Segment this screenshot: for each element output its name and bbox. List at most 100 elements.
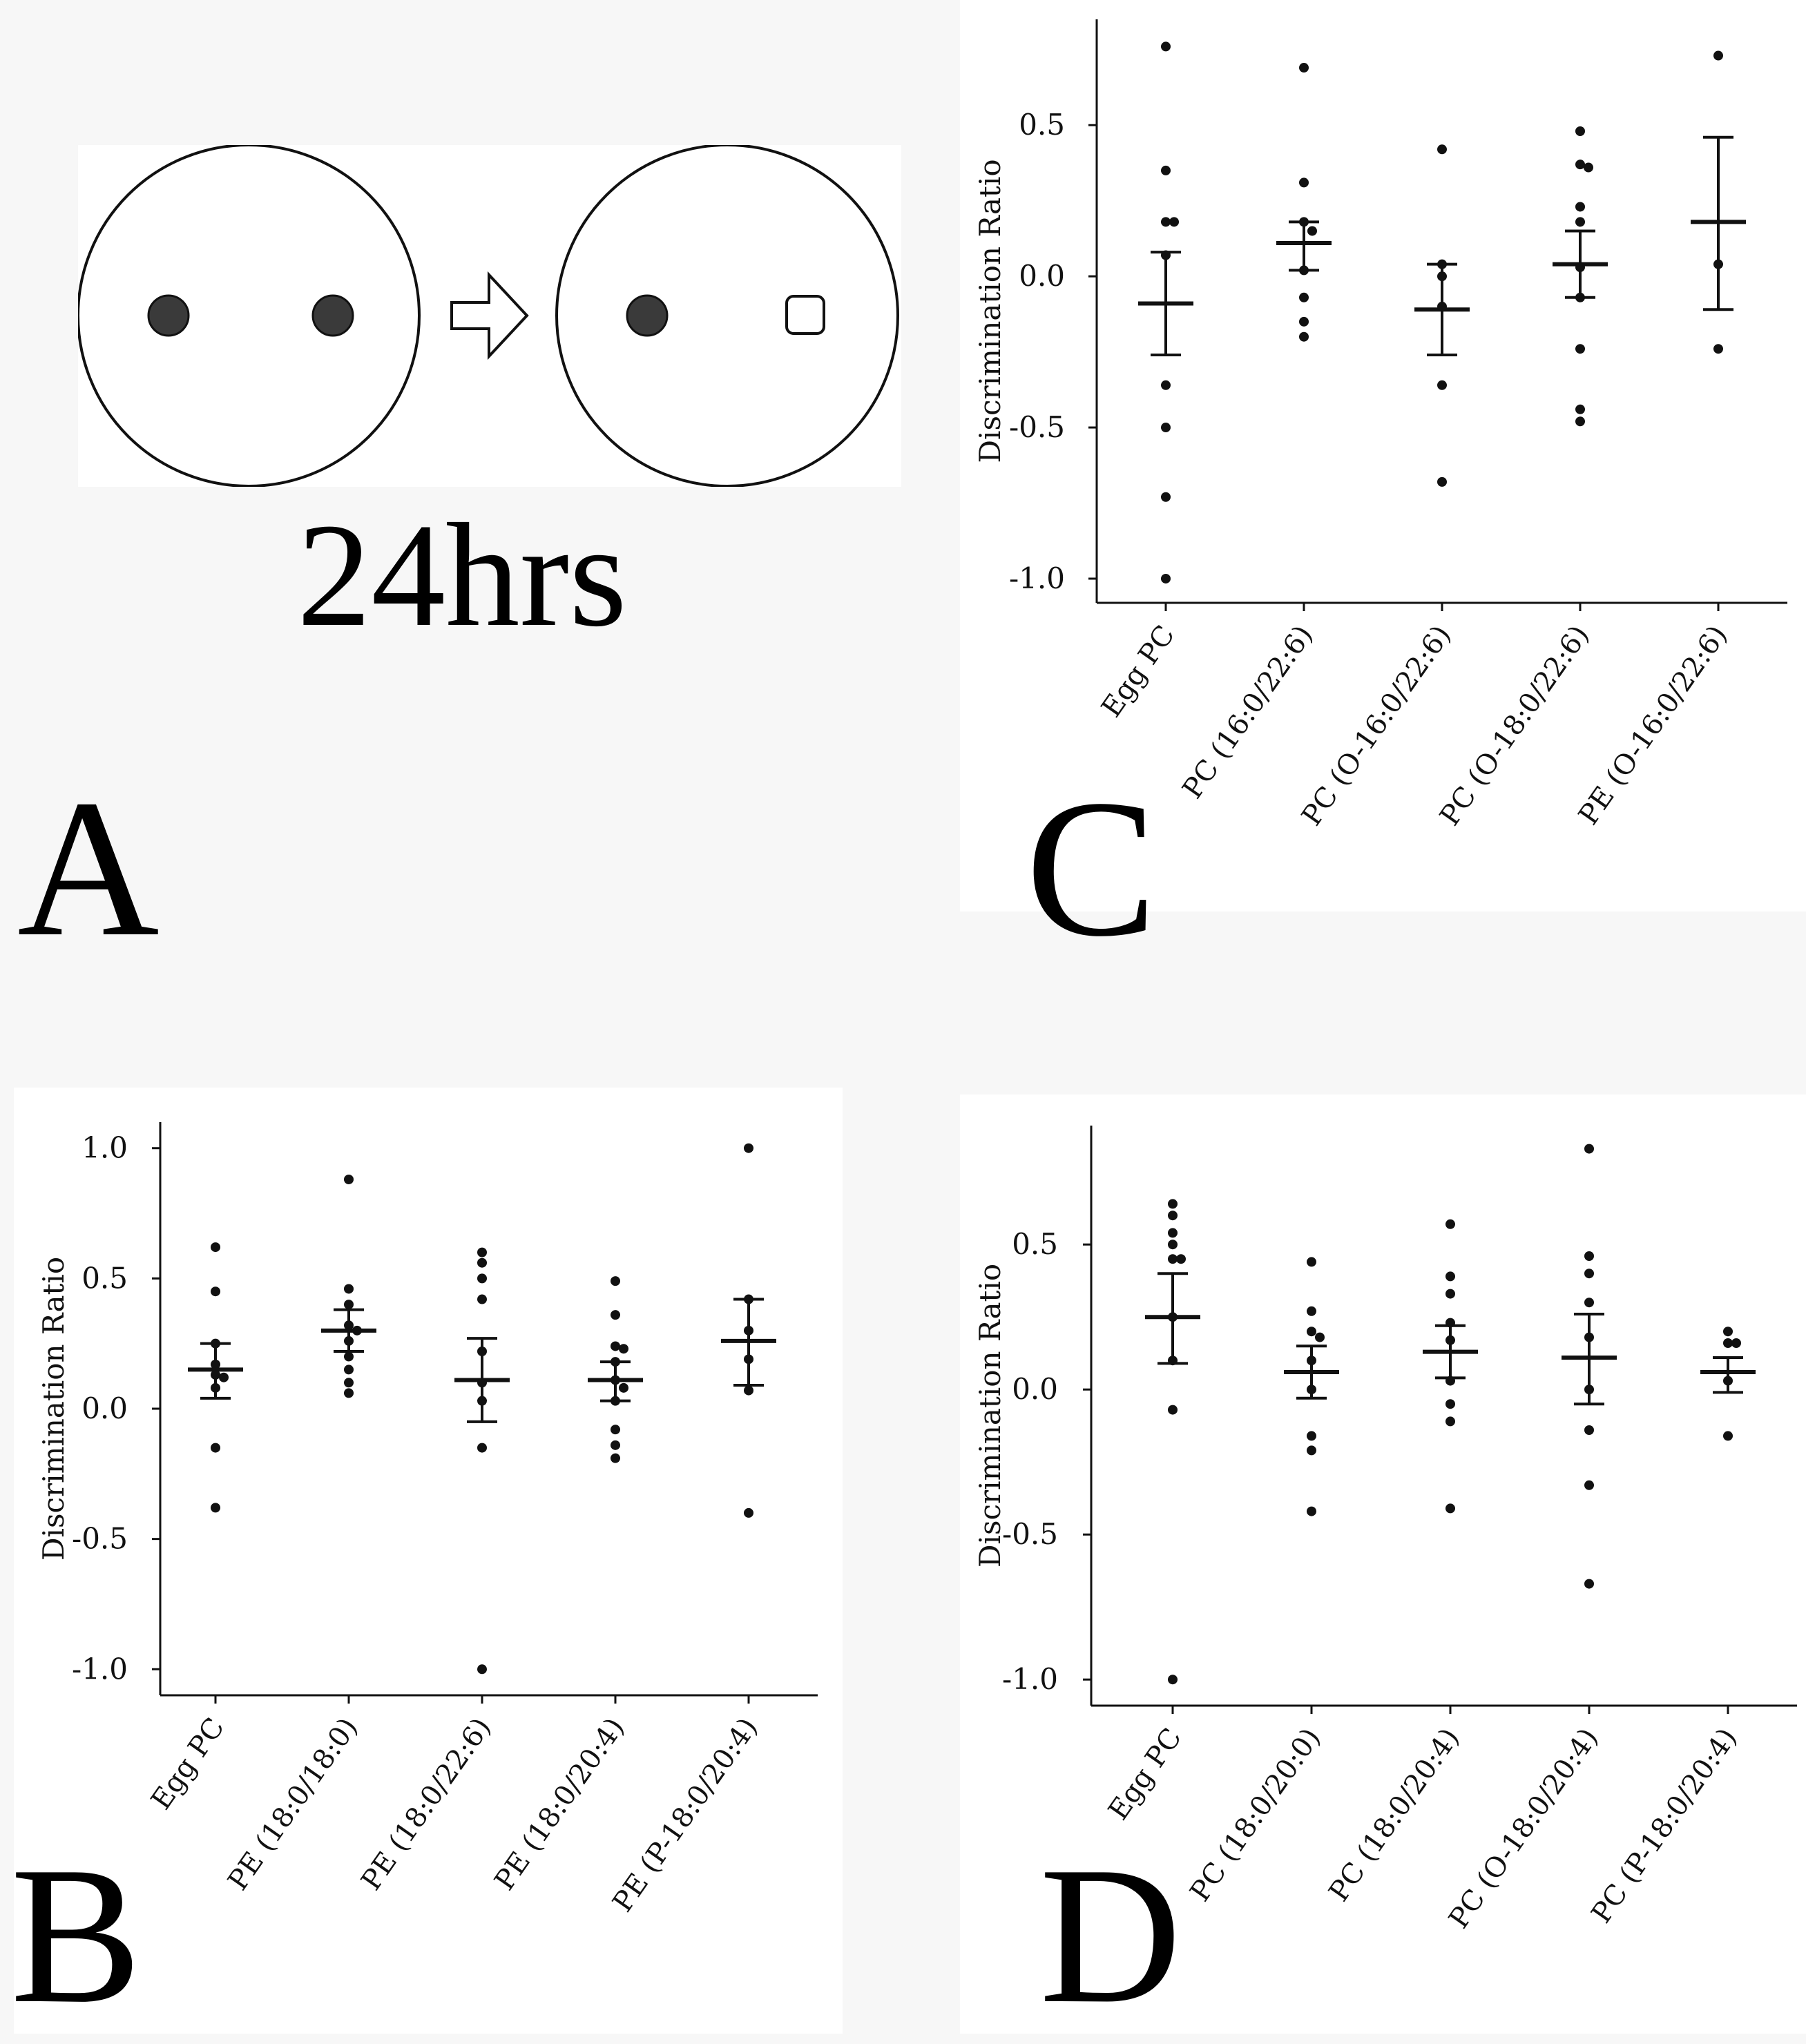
y-tick-label: 1.0 [81, 1131, 128, 1165]
data-point [1731, 1338, 1741, 1348]
data-point [1584, 1332, 1594, 1342]
familiar-object-right [311, 294, 354, 337]
data-point [1307, 1506, 1316, 1516]
data-point [1723, 1338, 1733, 1348]
data-point [611, 1341, 620, 1351]
data-point [211, 1286, 220, 1297]
x-tick-label: PC (16:0/22:6) [1177, 619, 1320, 804]
x-tick-label: Egg PC [1095, 619, 1181, 723]
data-point [344, 1378, 354, 1388]
data-point [611, 1375, 620, 1385]
data-point [477, 1443, 487, 1453]
data-point [1584, 1480, 1594, 1490]
panel-letter-d: D [1039, 1826, 1182, 2044]
panel-c: 0.5 0.0 -0.5 -1.0 Discrimination Ratio Egg PC… [960, 0, 1806, 912]
y-tick-label: 0.5 [81, 1261, 128, 1295]
data-point [1161, 380, 1171, 390]
data-point [1299, 177, 1309, 188]
y-axis-label: Discrimination Ratio [973, 1264, 1007, 1568]
y-tick-label: 0.0 [1019, 259, 1065, 293]
y-axis-label: Discrimination Ratio [37, 1257, 70, 1561]
data-point [1307, 1257, 1316, 1267]
data-point [1445, 1289, 1455, 1299]
y-tick-label: 0.5 [1019, 108, 1065, 142]
x-tick-label: PE (18:0/22:6) [355, 1712, 497, 1896]
x-tick-label: PC (O-18:0/20:4) [1443, 1722, 1604, 1934]
data-point [1299, 63, 1309, 73]
data-point [619, 1344, 628, 1354]
x-tick-label: PE (O-16:0/22:6) [1573, 619, 1733, 831]
data-point [1161, 573, 1171, 584]
x-tick-label: Egg PC [1102, 1722, 1188, 1826]
data-point [1584, 1579, 1594, 1589]
data-point [611, 1357, 620, 1367]
data-point [1584, 1385, 1594, 1395]
data-point [1176, 1254, 1186, 1264]
data-point [1307, 1385, 1316, 1395]
data-point [1584, 1144, 1594, 1154]
y-tick-label: 0.0 [81, 1391, 128, 1425]
x-tick-label: PC (P-18:0/20:4) [1586, 1722, 1744, 1929]
data-point [744, 1294, 753, 1304]
data-point [1161, 492, 1171, 502]
x-tick-label: PC (18:0/20:0) [1184, 1722, 1327, 1907]
data-point [1713, 50, 1723, 61]
data-point [477, 1378, 487, 1388]
data-point [344, 1351, 354, 1362]
y-tick-label: 0.0 [1012, 1372, 1058, 1406]
data-point [1437, 380, 1447, 390]
data-point [1307, 226, 1317, 236]
data-point [744, 1143, 753, 1153]
data-point [1445, 1335, 1455, 1345]
data-point [1723, 1327, 1733, 1337]
y-tick-label: -0.5 [72, 1522, 128, 1556]
x-tick-label: Egg PC [145, 1712, 231, 1815]
data-point [344, 1300, 354, 1310]
data-point [611, 1440, 620, 1450]
data-point [744, 1507, 753, 1518]
data-point [1168, 1254, 1178, 1264]
data-point [1168, 1356, 1178, 1366]
data-point [1445, 1219, 1455, 1229]
y-tick-label: -1.0 [1009, 561, 1065, 595]
data-point [1437, 259, 1447, 269]
x-tick-label: PE (18:0/20:4) [488, 1712, 631, 1896]
arrow-right-icon [450, 271, 529, 360]
data-point [1584, 1425, 1594, 1435]
panel-letter-a: A [17, 759, 160, 977]
data-point [744, 1385, 753, 1396]
data-point [477, 1294, 487, 1304]
data-point [1445, 1399, 1455, 1409]
data-point [477, 1664, 487, 1675]
data-point [1575, 126, 1585, 136]
data-point [1299, 265, 1309, 276]
data-point [1161, 423, 1171, 433]
data-point [611, 1453, 620, 1463]
data-point [344, 1175, 354, 1184]
data-point [1437, 271, 1447, 282]
data-point [1169, 217, 1179, 227]
data-point [211, 1338, 220, 1349]
y-axis-label: Discrimination Ratio [973, 159, 1007, 463]
data-point [1445, 1416, 1455, 1427]
panel-letter-b: B [10, 1826, 142, 2044]
data-point [1437, 476, 1447, 487]
data-point [344, 1365, 354, 1375]
arena-training-circle [77, 144, 421, 488]
data-point [477, 1257, 487, 1268]
data-point [1713, 259, 1723, 269]
data-point [211, 1369, 220, 1380]
data-point [1161, 217, 1171, 227]
data-point [1713, 344, 1723, 354]
data-point [477, 1273, 487, 1284]
data-point [1445, 1376, 1455, 1386]
data-point [1299, 331, 1309, 342]
data-point [619, 1382, 628, 1393]
data-point [1161, 165, 1171, 175]
data-point [1307, 1356, 1316, 1366]
data-point [1445, 1318, 1455, 1328]
data-point [1437, 144, 1447, 155]
data-point [211, 1359, 220, 1369]
data-point [1575, 292, 1585, 302]
chart-d: 0.5 0.0 -0.5 -1.0 Discrimination Ratio Egg PC… [973, 1126, 1797, 1934]
